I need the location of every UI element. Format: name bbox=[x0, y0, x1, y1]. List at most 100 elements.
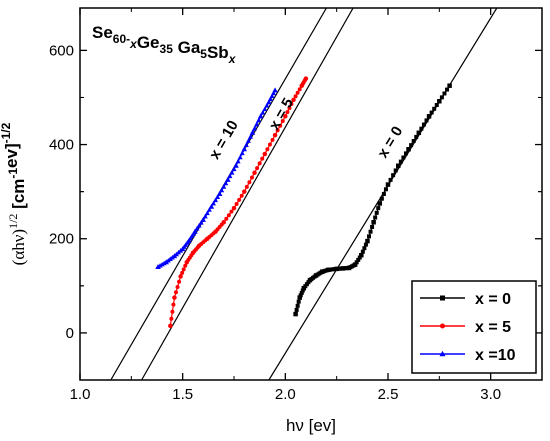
data-point-2-9 bbox=[225, 176, 231, 182]
data-point-0-1 bbox=[297, 295, 302, 300]
data-point-2-7 bbox=[208, 203, 215, 209]
data-point-fill-2-14-3 bbox=[271, 90, 277, 96]
data-point-0-10 bbox=[352, 262, 358, 267]
data-point-fill-2-8-1 bbox=[219, 187, 225, 193]
data-point-1-13 bbox=[272, 132, 278, 138]
data-point-fill-0-0-3 bbox=[296, 299, 301, 304]
data-point-2-0 bbox=[155, 263, 161, 270]
data-point-fill-0-10-1 bbox=[354, 260, 359, 265]
data-point-1-14 bbox=[283, 114, 288, 119]
data-point-fill-2-6-3 bbox=[206, 207, 212, 212]
data-point-fill-1-0-3 bbox=[171, 302, 176, 307]
data-point-fill-2-7-1 bbox=[210, 200, 216, 206]
data-point-fill-2-9-2 bbox=[229, 170, 235, 175]
data-point-2-14 bbox=[266, 99, 272, 105]
data-point-fill-1-9-1 bbox=[234, 202, 239, 207]
x-tick-label: 2.5 bbox=[378, 386, 399, 403]
legend-box bbox=[411, 280, 537, 374]
data-point-fill-0-15-2 bbox=[391, 173, 396, 178]
data-point-fill-1-8-2 bbox=[226, 213, 231, 218]
data-point-fill-1-13-3 bbox=[280, 119, 285, 124]
data-point-fill-0-19-1 bbox=[429, 110, 434, 115]
legend-label: x = 0 bbox=[475, 291, 511, 308]
data-point-fill-0-11-1 bbox=[360, 249, 365, 254]
data-point-fill-2-8-2 bbox=[221, 184, 227, 189]
data-point-fill-0-18-3 bbox=[424, 118, 429, 123]
data-point-fill-2-9-3 bbox=[231, 166, 237, 172]
data-point-1-2 bbox=[178, 274, 183, 279]
data-point-fill-1-10-3 bbox=[249, 175, 254, 180]
data-point-fill-1-9-2 bbox=[237, 197, 242, 202]
data-point-fill-2-13-1 bbox=[260, 109, 266, 115]
fit-line-1 bbox=[141, 8, 354, 380]
data-point-fill-0-6-1 bbox=[328, 267, 333, 272]
data-point-fill-0-14-3 bbox=[383, 187, 388, 192]
legend-swatch-marker bbox=[440, 295, 445, 301]
data-point-fill-1-15-3 bbox=[297, 87, 302, 92]
legend-label: x =10 bbox=[475, 347, 516, 364]
data-point-fill-1-12-2 bbox=[267, 142, 272, 147]
x-tick-label: 1.0 bbox=[70, 386, 91, 403]
data-point-fill-0-2-1 bbox=[303, 284, 308, 289]
legend-entry-1: x = 5 bbox=[420, 319, 511, 336]
legend-entry-0: x = 0 bbox=[420, 291, 511, 308]
y-axis-title: (αhν)1/2 [cm-1ev]-1/2 bbox=[0, 122, 28, 265]
data-point-fill-2-10-1 bbox=[235, 158, 241, 164]
data-point-0-0 bbox=[293, 311, 298, 317]
data-point-fill-2-12-3 bbox=[256, 117, 262, 123]
data-point-fill-0-1-1 bbox=[298, 293, 303, 298]
data-point-fill-0-1-3 bbox=[300, 288, 305, 293]
data-point-fill-1-15-1 bbox=[293, 94, 298, 99]
data-point-fill-1-0-1 bbox=[169, 316, 174, 321]
data-point-0-14 bbox=[377, 201, 383, 206]
data-point-fill-1-14-3 bbox=[289, 101, 294, 106]
data-point-fill-0-12-3 bbox=[370, 224, 375, 229]
data-point-fill-1-8-1 bbox=[224, 216, 229, 221]
data-point-fill-0-14-2 bbox=[381, 192, 386, 196]
series-annotation-0: x = 0 bbox=[374, 123, 406, 161]
data-point-2-11 bbox=[241, 146, 248, 152]
data-point-fill-0-6-2 bbox=[330, 267, 335, 272]
legend-entry-2: x =10 bbox=[420, 347, 516, 364]
data-point-1-15 bbox=[291, 97, 296, 103]
data-point-fill-0-12-2 bbox=[368, 229, 373, 234]
data-point-fill-2-5-1 bbox=[194, 225, 200, 231]
data-point-fill-0-20-2 bbox=[442, 91, 447, 96]
data-point-fill-0-13-1 bbox=[373, 215, 378, 220]
data-point-fill-2-14-2 bbox=[269, 93, 275, 99]
data-point-fill-1-11-3 bbox=[260, 156, 265, 161]
data-point-fill-0-17-2 bbox=[411, 139, 416, 144]
data-point-fill-1-0-2 bbox=[170, 309, 175, 314]
data-point-fill-0-18-1 bbox=[419, 126, 424, 131]
chart-title: Se60-xGe35 Ga5Sbx bbox=[92, 23, 237, 66]
data-point-fill-0-17-3 bbox=[414, 134, 419, 139]
data-point-fill-0-17-1 bbox=[409, 143, 414, 148]
legend-label: x = 5 bbox=[475, 319, 511, 336]
legend-swatch-marker bbox=[440, 323, 445, 329]
data-point-fill-0-16-2 bbox=[401, 155, 406, 160]
data-point-fill-0-18-2 bbox=[421, 122, 426, 127]
plot-frame bbox=[79, 7, 543, 381]
data-point-fill-2-12-1 bbox=[252, 125, 258, 131]
data-point-fill-0-16-1 bbox=[398, 159, 403, 164]
data-point-fill-2-0-2 bbox=[159, 261, 165, 267]
data-point-fill-0-19-2 bbox=[432, 106, 437, 111]
data-point-2-5 bbox=[192, 228, 198, 234]
data-point-fill-1-13-1 bbox=[275, 128, 280, 133]
tick-labels: 1.0 1.5 2.0 2.5 3.0 0 200 400 600 bbox=[49, 42, 501, 403]
x-axis-title: hν [ev] bbox=[286, 416, 336, 435]
data-point-0-15 bbox=[385, 182, 391, 187]
data-point-fill-1-14-1 bbox=[285, 110, 290, 115]
data-markers bbox=[155, 76, 452, 329]
series-2 bbox=[155, 87, 278, 270]
data-point-1-9 bbox=[231, 205, 237, 211]
data-point-fill-1-10-1 bbox=[244, 184, 249, 189]
data-point-fill-1-1-2 bbox=[175, 285, 180, 289]
data-point-fill-1-2-1 bbox=[180, 270, 185, 275]
data-point-fill-2-7-2 bbox=[213, 197, 219, 203]
y-tick-label: 0 bbox=[66, 325, 74, 342]
data-point-2-15 bbox=[272, 87, 278, 93]
series-0 bbox=[293, 83, 452, 317]
data-point-0-19 bbox=[426, 114, 432, 119]
